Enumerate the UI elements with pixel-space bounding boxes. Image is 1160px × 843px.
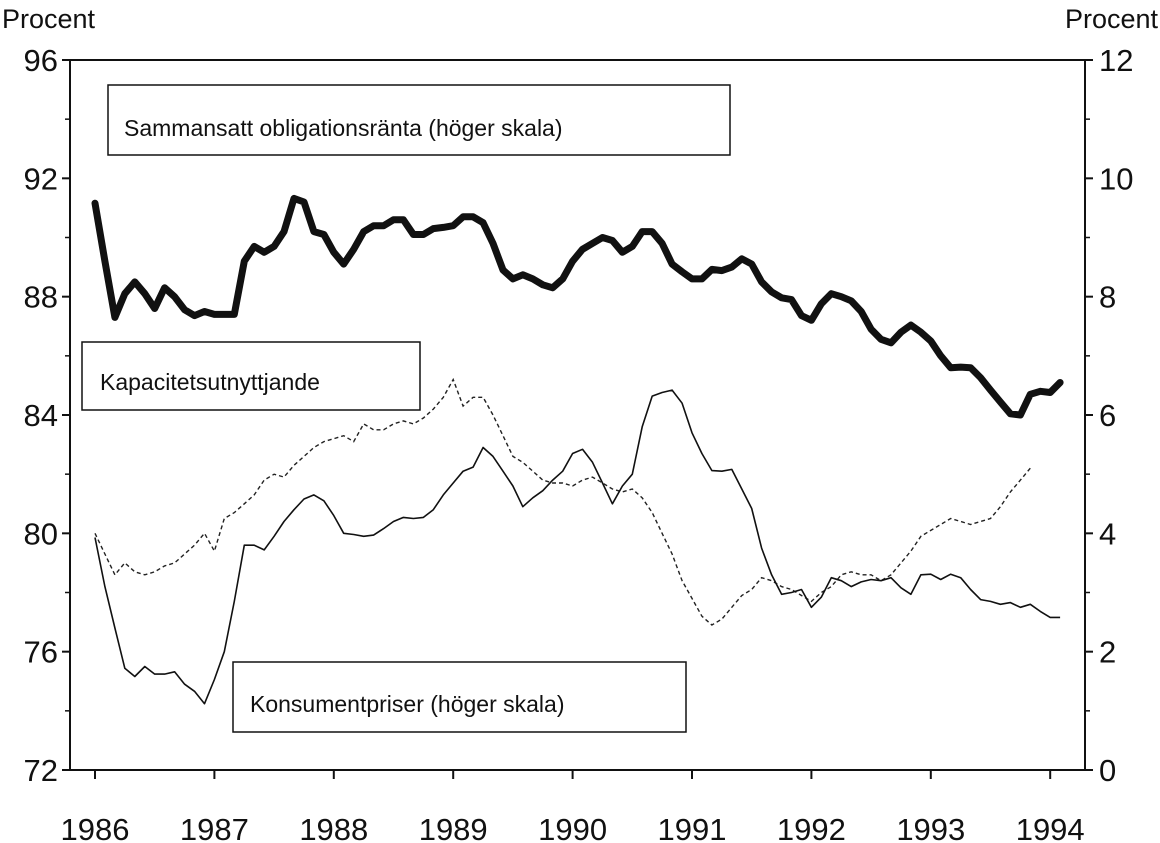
left-axis-tick-label: 92 — [24, 161, 58, 196]
right-axis-tick-label: 6 — [1099, 398, 1116, 433]
x-axis-tick-label: 1987 — [180, 812, 249, 843]
x-axis-tick-label: 1988 — [299, 812, 368, 843]
x-axis-tick-label: 1990 — [538, 812, 607, 843]
x-axis-tick-label: 1994 — [1016, 812, 1085, 843]
x-axis-tick-label: 1986 — [61, 812, 130, 843]
right-axis-tick-label: 8 — [1099, 280, 1116, 315]
x-axis-tick-label: 1992 — [777, 812, 846, 843]
left-axis-label: Procent — [2, 4, 96, 34]
left-axis-tick-label: 80 — [24, 516, 58, 551]
legend-label-capacity: Kapacitetsutnyttjande — [100, 369, 320, 395]
right-axis-tick-label: 4 — [1099, 516, 1116, 551]
legend-box-capacity: Kapacitetsutnyttjande — [81, 341, 421, 411]
capacity-utilization-line — [94, 377, 1031, 626]
right-axis-tick-label: 10 — [1099, 161, 1133, 196]
x-axis-tick-label: 1993 — [896, 812, 965, 843]
left-axis-tick-label: 72 — [24, 753, 58, 788]
right-axis-label: Procent — [1065, 4, 1159, 34]
right-axis-tick-label: 2 — [1099, 635, 1116, 670]
right-axis-tick-label: 12 — [1099, 43, 1133, 78]
legend-box-bond-rate: Sammansatt obligationsränta (höger skala… — [107, 84, 731, 156]
left-axis-tick-label: 96 — [24, 43, 58, 78]
left-axis-tick-label: 76 — [24, 635, 58, 670]
legend-box-cpi: Konsumentpriser (höger skala) — [232, 661, 687, 733]
x-axis-tick-label: 1989 — [419, 812, 488, 843]
x-axis-tick-label: 1991 — [658, 812, 727, 843]
left-axis-tick-label: 84 — [24, 398, 58, 433]
consumer-prices-line — [94, 389, 1061, 705]
bond-rate-line — [91, 194, 1064, 419]
legend-label-cpi: Konsumentpriser (höger skala) — [250, 691, 564, 717]
legend-label-bond-rate: Sammansatt obligationsränta (höger skala… — [124, 115, 563, 141]
left-axis-tick-label: 88 — [24, 280, 58, 315]
right-axis-tick-label: 0 — [1099, 753, 1116, 788]
